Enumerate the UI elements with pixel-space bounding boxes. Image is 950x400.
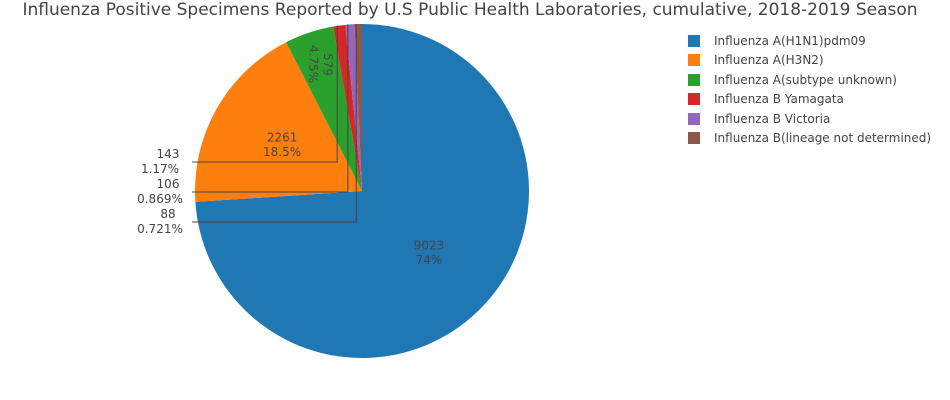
slice-label-influenza-a-h3n2: 2261 18.5% — [263, 130, 301, 158]
pie-labels: 9023 74% 2261 18.5% 5794.75% 143 1.17%106 0.869… — [137, 24, 444, 267]
legend-item-influenza-b-lineage-not-determined[interactable]: Influenza B(lineage not determined) — [688, 129, 931, 149]
legend-item-influenza-b-victoria[interactable]: Influenza B Victoria — [688, 109, 931, 129]
slice-label-influenza-b-lineage-not-determined: 88 0.721% — [137, 207, 183, 236]
legend-swatch — [688, 73, 700, 86]
legend-item-influenza-a-h3n2[interactable]: Influenza A(H3N2) — [688, 51, 931, 71]
legend-swatch — [688, 93, 700, 106]
legend-label: Influenza A(H1N1)pdm09 — [714, 33, 866, 48]
leader-line-influenza-b-victoria — [192, 24, 349, 193]
legend-swatch — [688, 132, 700, 145]
pie-slices — [195, 23, 530, 359]
legend-swatch — [688, 112, 700, 125]
legend: Influenza A(H1N1)pdm09 Influenza A(H3N2) I… — [688, 31, 931, 148]
slice-influenza-a-subtype-unknown[interactable] — [286, 26, 362, 192]
legend-label: Influenza B(lineage not determined) — [714, 131, 932, 146]
legend-label: Influenza A(H3N2) — [714, 53, 824, 68]
slice-label-influenza-a-subtype-unknown: 5794.75% — [306, 45, 335, 84]
legend-label: Influenza B Victoria — [714, 111, 831, 126]
legend-item-influenza-a-h1n1-pdm09[interactable]: Influenza A(H1N1)pdm09 — [688, 31, 931, 51]
slice-influenza-a-h1n1-pdm09[interactable] — [195, 24, 530, 359]
leader-line-influenza-b-yamagata — [192, 25, 338, 163]
leader-line-influenza-b-lineage-not-determined — [192, 24, 357, 223]
chart-title: Influenza Positive Specimens Reported by… — [22, 0, 918, 20]
legend-item-influenza-b-yamagata[interactable]: Influenza B Yamagata — [688, 90, 931, 110]
slice-label-influenza-b-yamagata: 143 1.17% — [141, 147, 180, 176]
legend-swatch — [688, 34, 700, 47]
legend-swatch — [688, 54, 700, 67]
slice-label-influenza-b-victoria: 106 0.869% — [137, 177, 183, 206]
legend-label: Influenza B Yamagata — [714, 92, 844, 107]
slice-influenza-b-victoria[interactable] — [345, 24, 362, 192]
legend-item-influenza-a-subtype-unknown[interactable]: Influenza A(subtype unknown) — [688, 70, 931, 90]
legend-label: Influenza A(subtype unknown) — [714, 72, 897, 87]
slice-label-influenza-a-h1n1-pdm09: 9023 74% — [414, 239, 445, 267]
